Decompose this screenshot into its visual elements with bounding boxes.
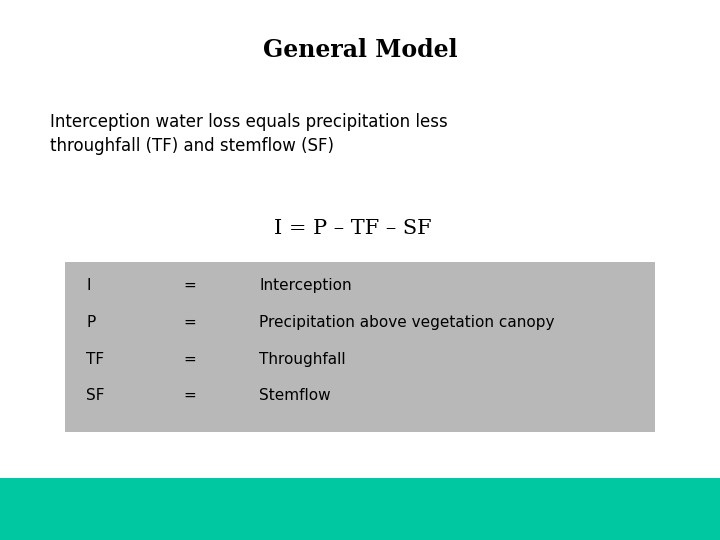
Text: =: =: [184, 388, 197, 403]
Text: I: I: [86, 278, 91, 293]
Text: SF: SF: [86, 388, 105, 403]
Text: Interception water loss equals precipitation less
throughfall (TF) and stemflow : Interception water loss equals precipita…: [50, 113, 448, 155]
Bar: [65, 262, 655, 432]
Bar: [0, 478, 720, 540]
Text: I = P – TF – SF: I = P – TF – SF: [274, 219, 431, 238]
Text: Precipitation above vegetation canopy: Precipitation above vegetation canopy: [259, 315, 554, 330]
Text: General Model: General Model: [263, 38, 457, 62]
Text: Throughfall: Throughfall: [259, 352, 346, 367]
Text: Interception: Interception: [259, 278, 352, 293]
Text: TF: TF: [86, 352, 104, 367]
Text: =: =: [184, 278, 197, 293]
Text: P: P: [86, 315, 96, 330]
Text: =: =: [184, 315, 197, 330]
Text: =: =: [184, 352, 197, 367]
Text: Stemflow: Stemflow: [259, 388, 330, 403]
